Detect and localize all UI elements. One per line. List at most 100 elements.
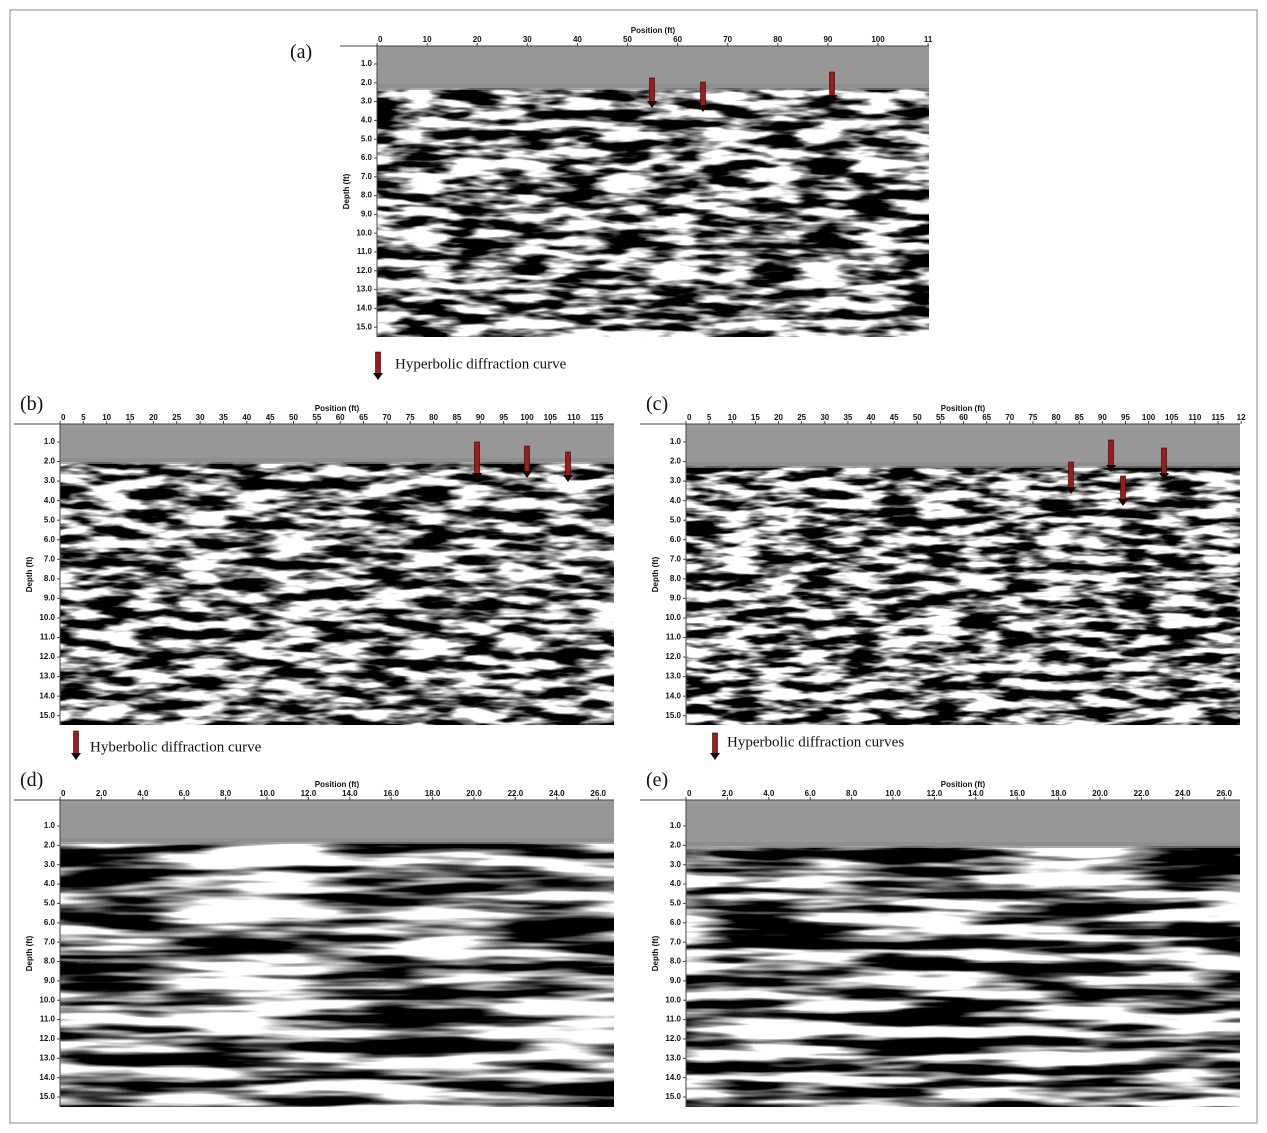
diffraction-arrow-head xyxy=(1066,487,1076,494)
x-tick-label: 24.0 xyxy=(549,789,565,798)
y-tick-label: 2.0 xyxy=(670,457,682,466)
x-tick-label: 60 xyxy=(959,413,968,422)
x-tick-label: 26.0 xyxy=(590,789,606,798)
legend-arrow-head xyxy=(373,373,383,380)
air-band xyxy=(686,800,1240,846)
y-tick-label: 7.0 xyxy=(361,172,373,181)
x-tick-label: 8.0 xyxy=(220,789,232,798)
y-tick-label: 5.0 xyxy=(44,515,56,524)
x-tick-label: 65 xyxy=(359,413,368,422)
x-tick-label: 14.0 xyxy=(968,789,984,798)
y-tick-label: 10.0 xyxy=(39,613,55,622)
x-tick-label: 20.0 xyxy=(1092,789,1108,798)
y-tick-label: 11.0 xyxy=(357,247,373,256)
y-tick-label: 15.0 xyxy=(39,1092,55,1101)
x-tick-label: 40 xyxy=(867,413,876,422)
y-tick-label: 13.0 xyxy=(39,672,55,681)
x-tick-label: 80 xyxy=(773,35,782,44)
y-tick-label: 9.0 xyxy=(361,210,373,219)
y-tick-label: 5.0 xyxy=(44,899,56,908)
y-tick-label: 4.0 xyxy=(44,879,56,888)
x-tick-label: 35 xyxy=(843,413,852,422)
diffraction-arrow-head xyxy=(1118,499,1128,506)
x-tick-label: 90 xyxy=(823,35,832,44)
y-tick-label: 6.0 xyxy=(44,535,56,544)
x-tick-label: 50 xyxy=(289,413,298,422)
x-tick-label: 15 xyxy=(126,413,135,422)
x-tick-label: 40 xyxy=(242,413,251,422)
y-tick-label: 6.0 xyxy=(670,918,682,927)
y-tick-label: 9.0 xyxy=(670,594,682,603)
transition xyxy=(686,842,1240,848)
x-tick-label: 65 xyxy=(982,413,991,422)
air-band xyxy=(686,424,1240,466)
y-tick-label: 3.0 xyxy=(44,860,56,869)
x-tick-label: 26.0 xyxy=(1216,789,1232,798)
legend-text: Hyperbolic diffraction curve xyxy=(395,356,567,372)
y-tick-label: 9.0 xyxy=(670,976,682,985)
y-tick-label: 14.0 xyxy=(356,304,372,313)
y-tick-label: 1.0 xyxy=(670,437,682,446)
x-tick-label: 85 xyxy=(452,413,461,422)
x-tick-label: 25 xyxy=(172,413,181,422)
x-tick-label: 90 xyxy=(476,413,485,422)
diffraction-arrow xyxy=(700,81,706,107)
legend-arrow xyxy=(712,732,718,755)
y-tick-label: 13.0 xyxy=(39,1053,55,1062)
y-tick-label: 8.0 xyxy=(670,574,682,583)
x-tick-label: 45 xyxy=(890,413,899,422)
diffraction-arrow xyxy=(524,445,530,473)
x-tick-label: 14.0 xyxy=(342,789,358,798)
air-band xyxy=(60,800,614,842)
y-tick-label: 12.0 xyxy=(39,1034,55,1043)
x-tick-label: 0 xyxy=(61,413,66,422)
x-tick-label: 110 xyxy=(1188,413,1201,422)
y-tick-label: 4.0 xyxy=(44,496,56,505)
radargram xyxy=(686,424,1240,725)
x-tick-label: 115 xyxy=(591,413,604,422)
x-tick-label: 75 xyxy=(1028,413,1037,422)
panel-label: (c) xyxy=(646,393,668,415)
x-tick-label: 16.0 xyxy=(1009,789,1025,798)
y-tick-label: 3.0 xyxy=(44,476,56,485)
y-tick-label: 4.0 xyxy=(361,116,373,125)
x-tick-label: 8.0 xyxy=(846,789,858,798)
x-tick-label: 12 xyxy=(1237,413,1246,422)
x-tick-label: 0 xyxy=(687,413,692,422)
x-tick-label: 10 xyxy=(728,413,737,422)
x-tick-label: 85 xyxy=(1075,413,1084,422)
panel-label: (a) xyxy=(290,41,312,63)
y-tick-label: 7.0 xyxy=(670,554,682,563)
y-tick-label: 13.0 xyxy=(665,1053,681,1062)
y-tick-label: 10.0 xyxy=(665,613,681,622)
diffraction-arrow xyxy=(649,77,655,103)
diffraction-arrow xyxy=(565,451,571,477)
legend-text: Hyperbolic diffraction curves xyxy=(727,734,904,750)
x-tick-label: 10.0 xyxy=(885,789,901,798)
y-tick-label: 6.0 xyxy=(361,153,373,162)
x-tick-label: 110 xyxy=(567,413,580,422)
y-tick-label: 15.0 xyxy=(39,711,55,720)
x-tick-label: 20 xyxy=(473,35,482,44)
y-tick-label: 5.0 xyxy=(361,134,373,143)
legend-arrow-head xyxy=(710,753,720,760)
x-tick-label: 95 xyxy=(499,413,508,422)
x-tick-label: 10 xyxy=(102,413,111,422)
legend-arrow xyxy=(375,351,381,375)
y-tick-label: 11.0 xyxy=(40,1015,56,1024)
x-tick-label: 20 xyxy=(149,413,158,422)
y-tick-label: 11.0 xyxy=(666,1015,682,1024)
y-tick-label: 13.0 xyxy=(356,285,372,294)
x-tick-label: 95 xyxy=(1121,413,1130,422)
diffraction-arrow-head xyxy=(522,471,532,478)
x-tick-label: 45 xyxy=(266,413,275,422)
y-tick-label: 11.0 xyxy=(40,633,56,642)
y-axis-title: Depth (ft) xyxy=(25,556,34,592)
x-tick-label: 80 xyxy=(1052,413,1061,422)
y-tick-label: 6.0 xyxy=(44,918,56,927)
diffraction-arrow xyxy=(1068,461,1074,489)
x-tick-label: 18.0 xyxy=(1051,789,1067,798)
y-tick-label: 2.0 xyxy=(670,840,682,849)
x-tick-label: 100 xyxy=(871,35,885,44)
